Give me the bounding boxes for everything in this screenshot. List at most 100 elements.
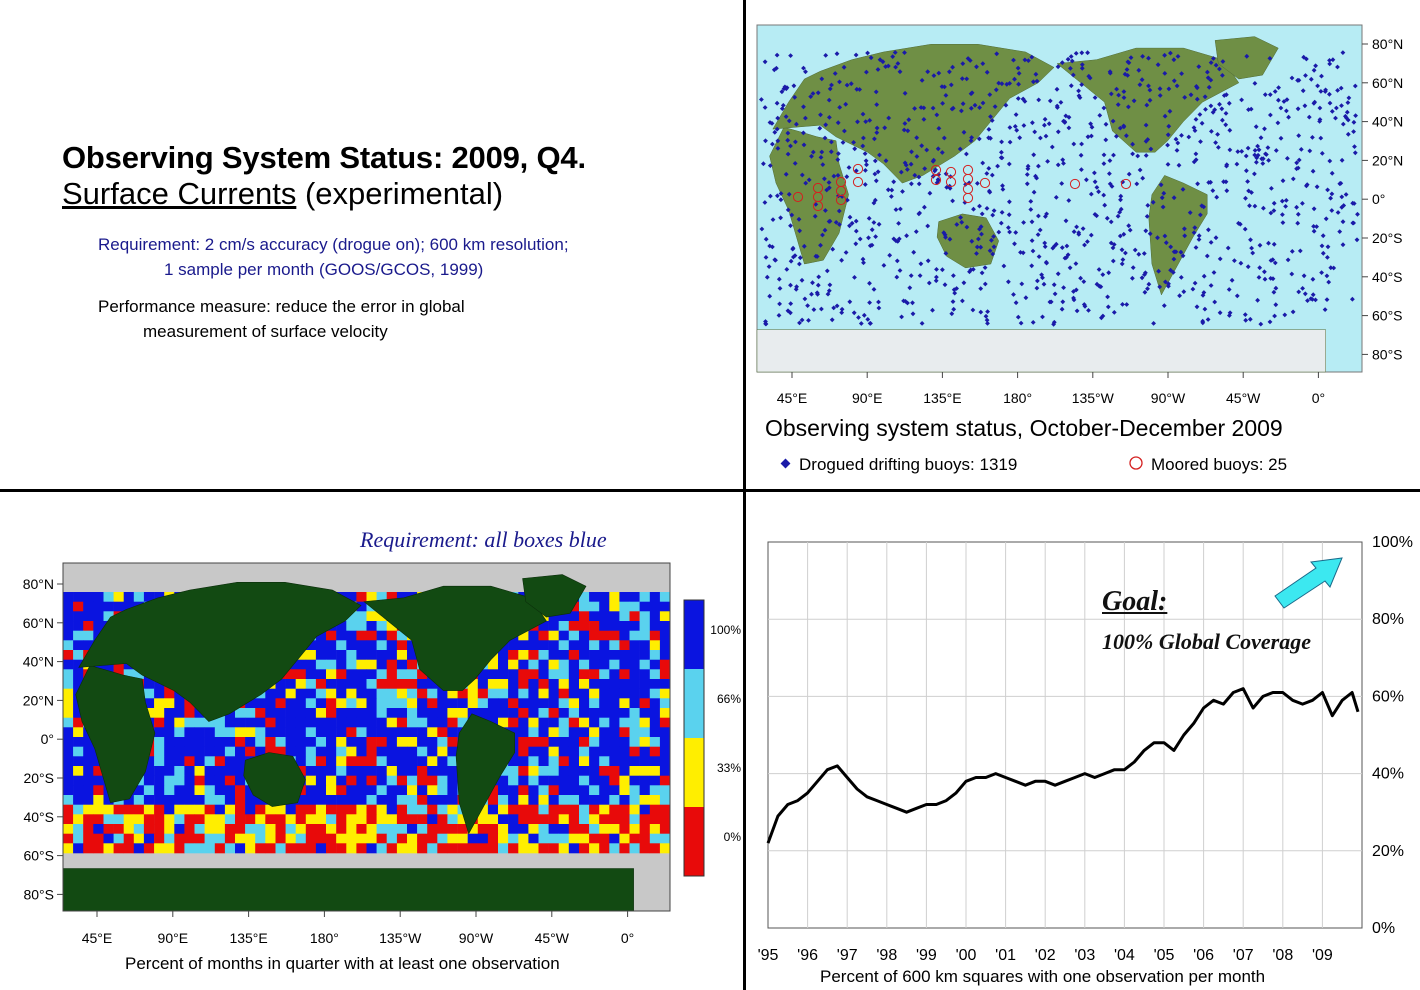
coverage-cell bbox=[366, 621, 377, 631]
coverage-cell bbox=[548, 775, 559, 786]
coverage-cell bbox=[73, 621, 84, 631]
coverage-cell bbox=[437, 688, 448, 699]
drifting-buoy-marker bbox=[910, 311, 916, 317]
coverage-cell bbox=[417, 795, 428, 805]
coverage-cell bbox=[154, 833, 165, 844]
drifting-buoy-marker bbox=[942, 282, 948, 288]
coverage-cell bbox=[245, 737, 256, 747]
coverage-cell bbox=[589, 679, 600, 689]
coverage-cell bbox=[143, 814, 155, 825]
drifting-buoy-marker bbox=[1085, 134, 1091, 140]
coverage-cell bbox=[579, 592, 590, 602]
coverage-cell bbox=[154, 775, 165, 786]
coverage-lon-axis: 45°E 90°E 135°E 180° 135°W 90°W 45°W 0° bbox=[82, 911, 634, 946]
coverage-cell bbox=[498, 804, 509, 815]
coverage-cell bbox=[346, 640, 357, 651]
coverage-cell bbox=[396, 843, 408, 854]
coverage-cell bbox=[629, 611, 640, 622]
coverage-cell bbox=[285, 833, 296, 844]
coverage-cell bbox=[336, 833, 347, 844]
line-chart-x-label: '00 bbox=[956, 947, 977, 964]
drifting-buoy-marker bbox=[769, 141, 775, 147]
coverage-cell bbox=[174, 833, 185, 844]
coverage-cell bbox=[599, 756, 610, 767]
drifting-buoy-marker bbox=[895, 61, 901, 66]
coverage-cell bbox=[599, 795, 610, 805]
coverage-cell bbox=[133, 833, 145, 844]
coverage-cell bbox=[326, 698, 337, 709]
coverage-cell bbox=[538, 688, 549, 699]
drifting-buoy-marker bbox=[1335, 87, 1341, 93]
coverage-cell bbox=[659, 814, 671, 825]
coverage-map: 80°N60°N40°N20°N0°20°S40°S60°S80°S 45°E 9… bbox=[23, 562, 741, 946]
coverage-lon-label: 135°W bbox=[379, 930, 422, 946]
coverage-cell bbox=[518, 775, 529, 786]
coverage-cell bbox=[326, 708, 337, 718]
drifting-buoy-marker bbox=[960, 101, 966, 107]
drifting-buoy-marker bbox=[987, 248, 993, 254]
coverage-cell bbox=[498, 833, 509, 844]
coverage-cell bbox=[194, 756, 205, 767]
drifting-buoy-marker bbox=[1165, 162, 1171, 167]
drifting-buoy-marker bbox=[1300, 285, 1306, 291]
coverage-cell bbox=[103, 611, 114, 622]
coverage-cell bbox=[659, 775, 671, 786]
coverage-cell bbox=[589, 640, 600, 651]
drifting-buoy-marker bbox=[1071, 289, 1076, 294]
coverage-cell bbox=[164, 746, 175, 757]
coverage-cell bbox=[396, 727, 408, 738]
drifting-buoy-marker bbox=[1100, 272, 1106, 278]
coverage-cell bbox=[558, 727, 570, 738]
coverage-cell bbox=[477, 824, 489, 834]
coverage-cell bbox=[639, 717, 650, 728]
coverage-cell bbox=[305, 843, 317, 854]
coverage-cell bbox=[376, 727, 387, 738]
coverage-cell bbox=[589, 766, 600, 776]
coverage-cell bbox=[417, 679, 428, 689]
coverage-cell bbox=[376, 708, 387, 718]
coverage-cell bbox=[417, 698, 428, 709]
coverage-cell bbox=[518, 737, 529, 747]
coverage-cell bbox=[639, 611, 650, 622]
coverage-cell bbox=[609, 650, 620, 660]
line-chart-x-label: '02 bbox=[1035, 947, 1056, 964]
coverage-cell bbox=[295, 824, 307, 834]
coverage-cell bbox=[589, 601, 600, 612]
coverage-cell bbox=[235, 737, 246, 747]
coverage-cell bbox=[568, 640, 580, 651]
coverage-cell bbox=[629, 640, 640, 651]
drifting-buoy-marker bbox=[1315, 83, 1321, 89]
coverage-cell bbox=[376, 833, 387, 844]
coverage-cell bbox=[305, 737, 317, 747]
coverage-cell bbox=[639, 814, 650, 825]
coverage-cell bbox=[558, 785, 570, 796]
coverage-cell bbox=[437, 843, 448, 854]
coverage-cell bbox=[528, 833, 539, 844]
drifting-buoy-marker bbox=[1311, 228, 1317, 234]
coverage-cell bbox=[285, 669, 296, 680]
coverage-cell bbox=[649, 746, 661, 757]
drifting-buoy-marker bbox=[949, 106, 955, 112]
coverage-cell bbox=[649, 775, 661, 786]
coverage-cell bbox=[184, 717, 195, 728]
coverage-cell bbox=[93, 843, 104, 854]
coverage-cell bbox=[164, 795, 175, 805]
drifting-buoy-marker bbox=[1260, 205, 1266, 211]
coverage-cell bbox=[538, 804, 549, 815]
coverage-cell bbox=[619, 708, 630, 718]
drifting-buoy-marker bbox=[1247, 316, 1253, 322]
coverage-cell bbox=[194, 824, 205, 834]
coverage-cell bbox=[568, 795, 580, 805]
drifting-buoy-marker bbox=[1243, 317, 1249, 323]
drifting-buoy-marker bbox=[1200, 320, 1206, 326]
coverage-cell bbox=[649, 824, 661, 834]
coverage-cell bbox=[579, 669, 590, 680]
moored-buoy-marker bbox=[962, 192, 974, 204]
coverage-cell bbox=[639, 727, 650, 738]
drifting-buoy-marker bbox=[1001, 263, 1007, 269]
drifting-buoy-marker bbox=[1071, 295, 1076, 301]
coverage-cell bbox=[356, 717, 367, 728]
coverage-cell bbox=[599, 611, 610, 622]
drifting-buoy-marker bbox=[1266, 157, 1272, 163]
coverage-cell bbox=[336, 727, 347, 738]
